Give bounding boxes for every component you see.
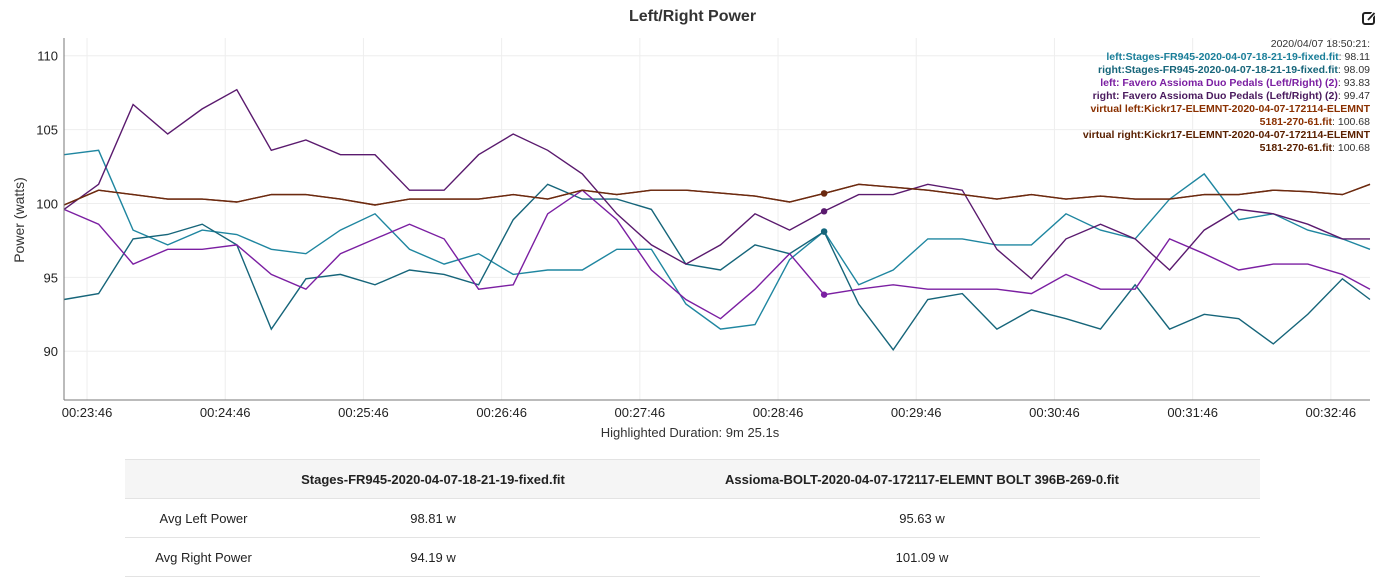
hover-marker-5 — [820, 190, 828, 197]
legend-entry: virtual right:Kickr17-ELEMNT-2020-04-07-… — [1082, 129, 1370, 154]
cell-value: 94.19 w — [282, 537, 584, 577]
cell-value: 98.81 w — [282, 498, 584, 538]
x-tick-label: 00:24:46 — [200, 405, 251, 420]
x-tick-label: 00:32:46 — [1306, 405, 1357, 420]
x-tick-label: 00:23:46 — [62, 405, 113, 420]
x-tick-label: 00:30:46 — [1029, 405, 1080, 420]
y-tick-label: 90 — [44, 344, 58, 359]
highlighted-duration: Highlighted Duration: 9m 25.1s — [601, 425, 780, 440]
y-axis-label: Power (watts) — [11, 177, 27, 263]
y-tick-labels: 90 95 100 105 110 — [36, 49, 58, 360]
x-tick-label: 00:25:46 — [338, 405, 389, 420]
table-row: Avg Left Power 98.81 w 95.63 w — [125, 498, 1260, 538]
x-tick-label: 00:28:46 — [753, 405, 804, 420]
edit-icon[interactable] — [1361, 10, 1377, 26]
x-tick-label: 00:31:46 — [1167, 405, 1218, 420]
legend-entry: left: Favero Assioma Duo Pedals (Left/Ri… — [1100, 77, 1370, 89]
series-line-2 — [63, 189, 1371, 320]
series-lines — [63, 88, 1371, 351]
legend-entry: left:Stages-FR945-2020-04-07-18-21-19-fi… — [1106, 51, 1370, 63]
hover-marker-3 — [820, 208, 828, 215]
power-summary-table: Stages-FR945-2020-04-07-18-21-19-fixed.f… — [125, 459, 1260, 577]
cell-value: 95.63 w — [584, 498, 1260, 538]
x-tick-labels: 00:23:46 00:24:46 00:25:46 00:26:46 00:27:46… — [62, 405, 1356, 420]
row-label: Avg Right Power — [125, 537, 282, 577]
hover-marker-2 — [820, 291, 828, 298]
row-label: Avg Left Power — [125, 498, 282, 538]
series-line-5 — [63, 183, 1371, 206]
x-tick-label: 00:27:46 — [615, 405, 666, 420]
y-tick-label: 95 — [44, 270, 58, 285]
y-tick-label: 105 — [36, 123, 58, 138]
legend-timestamp: 2020/04/07 18:50:21: — [1270, 38, 1370, 50]
series-line-0 — [63, 149, 1371, 330]
legend-entry: right: Favero Assioma Duo Pedals (Left/R… — [1092, 90, 1370, 102]
y-tick-label: 110 — [37, 49, 58, 64]
legend-entry: right:Stages-FR945-2020-04-07-18-21-19-f… — [1098, 64, 1370, 76]
series-line-4 — [63, 183, 1371, 206]
series-line-3 — [63, 88, 1370, 280]
hover-markers — [820, 190, 828, 298]
grid — [64, 38, 1370, 400]
column-header: Assioma-BOLT-2020-04-07-172117-ELEMNT BO… — [584, 459, 1260, 499]
table-header-row: Stages-FR945-2020-04-07-18-21-19-fixed.f… — [125, 459, 1260, 499]
column-header — [125, 459, 282, 499]
x-tick-label: 00:26:46 — [476, 405, 527, 420]
column-header: Stages-FR945-2020-04-07-18-21-19-fixed.f… — [282, 459, 584, 499]
legend-entry: virtual left:Kickr17-ELEMNT-2020-04-07-1… — [1090, 103, 1370, 128]
hover-marker-1 — [820, 228, 828, 235]
y-tick-label: 100 — [36, 196, 58, 211]
chart-title: Left/Right Power — [628, 8, 757, 25]
x-tick-label: 00:29:46 — [891, 405, 942, 420]
series-line-1 — [63, 183, 1371, 351]
hover-legend: 2020/04/07 18:50:21: left:Stages-FR945-2… — [1083, 38, 1370, 155]
